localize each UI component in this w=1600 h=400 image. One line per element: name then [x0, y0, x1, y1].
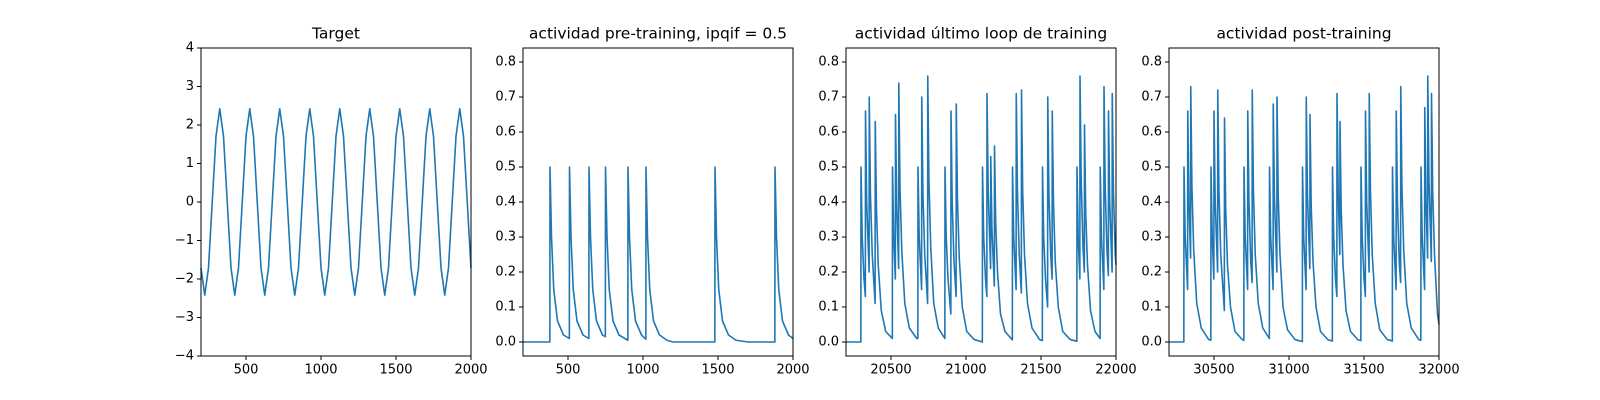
x-tick-label: 32000	[1418, 363, 1459, 378]
subplot: actividad último loop de training 0.0 0.1 0…	[818, 25, 1136, 378]
y-tick-label: 0.0	[495, 335, 516, 350]
y-tick-label: 0.2	[495, 265, 516, 280]
axes-frame	[1168, 47, 1440, 357]
y-tick-label: 0.2	[1141, 265, 1162, 280]
y-tick-label: 0.2	[818, 265, 839, 280]
y-tick-label: −4	[175, 349, 194, 364]
x-tick-label: 22000	[1095, 363, 1136, 378]
y-tick-label: 3	[186, 79, 194, 94]
data-line	[846, 75, 1117, 343]
y-tick-label: 0.6	[1141, 125, 1162, 140]
axes-frame	[200, 47, 472, 357]
data-line	[200, 108, 472, 296]
y-tick-label: 0.7	[495, 90, 516, 105]
y-tick-label: 0.8	[818, 55, 839, 70]
x-tick-label: 1000	[626, 363, 659, 378]
y-tick-label: 0.1	[495, 300, 516, 315]
x-tick-label: 1500	[701, 363, 734, 378]
x-tick-label: 2000	[454, 363, 487, 378]
y-tick-label: −1	[175, 233, 194, 248]
y-tick-label: 0.4	[818, 195, 839, 210]
subplot-title: actividad último loop de training	[855, 25, 1107, 43]
y-tick-label: 0.6	[495, 125, 516, 140]
y-tick-label: −2	[175, 272, 194, 287]
y-tick-label: 0.0	[1141, 335, 1162, 350]
y-tick-label: 1	[186, 156, 194, 171]
subplot-title: actividad post-training	[1216, 25, 1391, 43]
y-tick-label: 0.3	[495, 230, 516, 245]
y-tick-label: 0.5	[495, 160, 516, 175]
subplot-title: actividad pre-training, ipqif = 0.5	[529, 25, 787, 43]
subplot: Target −4 −3 −2 −1 0 1 2 3 4 500 1000 1500 2000	[175, 25, 488, 378]
y-tick-label: 0.5	[1141, 160, 1162, 175]
y-tick-label: 0.1	[1141, 300, 1162, 315]
y-tick-label: 0.4	[495, 195, 516, 210]
y-tick-label: 0.5	[818, 160, 839, 175]
x-tick-label: 30500	[1193, 363, 1234, 378]
x-tick-label: 1500	[379, 363, 412, 378]
y-tick-label: 0.6	[818, 125, 839, 140]
axes-frame	[845, 47, 1117, 357]
x-tick-label: 21500	[1020, 363, 1061, 378]
axes-frame	[522, 47, 794, 357]
y-tick-label: 0	[186, 195, 194, 210]
y-tick-label: 0.8	[1141, 55, 1162, 70]
x-tick-label: 500	[234, 363, 259, 378]
y-tick-label: 0.3	[818, 230, 839, 245]
data-line	[523, 166, 794, 343]
subplot-title: Target	[311, 25, 360, 43]
y-tick-label: 0.7	[1141, 90, 1162, 105]
y-tick-label: 0.4	[1141, 195, 1162, 210]
data-line	[1169, 75, 1440, 343]
x-tick-label: 1000	[304, 363, 337, 378]
x-tick-label: 31500	[1343, 363, 1384, 378]
x-tick-label: 500	[556, 363, 581, 378]
x-tick-label: 2000	[776, 363, 809, 378]
y-tick-label: 0.7	[818, 90, 839, 105]
y-tick-label: 0.1	[818, 300, 839, 315]
x-tick-label: 31000	[1268, 363, 1309, 378]
y-tick-label: 0.3	[1141, 230, 1162, 245]
y-tick-label: 0.0	[818, 335, 839, 350]
y-tick-label: 0.8	[495, 55, 516, 70]
x-tick-label: 21000	[945, 363, 986, 378]
y-tick-label: −3	[175, 310, 194, 325]
y-tick-label: 2	[186, 118, 194, 133]
x-tick-label: 20500	[870, 363, 911, 378]
subplot: actividad pre-training, ipqif = 0.5 0.0 0.…	[495, 25, 809, 378]
y-tick-label: 4	[186, 41, 194, 56]
subplot: actividad post-training 0.0 0.1 0.2 0.3 0.4 0.…	[1141, 25, 1459, 378]
